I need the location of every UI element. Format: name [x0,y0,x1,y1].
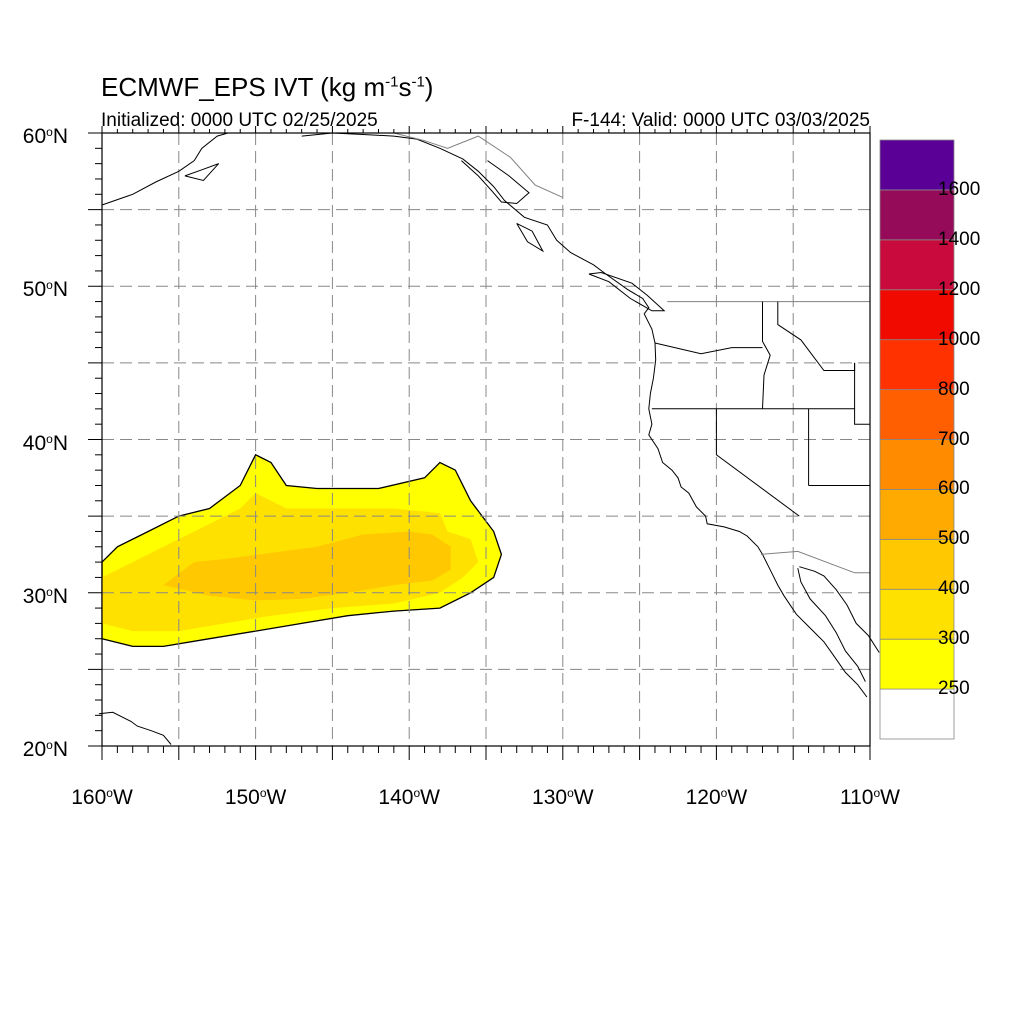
axis-ticks [88,126,871,760]
longitude-label: 150oW [224,786,287,809]
colorbar-box-800 [879,339,955,390]
colorbar-box-below-250 [879,688,955,740]
latitude-label: 50oN [22,278,68,302]
colorbar-box-500 [879,489,955,540]
colorbar-label: 800 [938,378,970,400]
colorbar-box-1200 [879,239,955,291]
idaho-west-border [762,301,771,409]
colorbar [879,139,955,740]
vancouver-island [588,271,666,312]
gulf-of-california-coast [799,566,880,653]
latitude-label: 40oN [22,431,68,455]
colorbar-label: 1200 [938,278,981,300]
hawaii-islands [98,711,172,745]
alaska-canada-border [393,132,564,198]
colorbar-label: 1400 [938,228,981,250]
haida-gwaii [516,222,545,253]
colorbar-label: 500 [938,528,970,550]
longitude-label: 130oW [532,786,594,809]
map-title: ECMWF_EPS IVT (kg m-1s-1) [101,72,434,102]
kodiak-island [184,163,220,182]
ivt-region-400 [163,531,451,601]
montana-idaho-border [777,301,856,371]
colorbar-box-250 [879,638,955,690]
latitude-label: 30oN [22,584,68,608]
washington-oregon-border [654,342,763,355]
longitude-label: 110oW [840,786,900,809]
southeast-alaska-islands [461,160,530,205]
colorbar-box-700 [879,389,955,440]
colorbar-label: 1600 [938,178,981,200]
north-america-west-coast [301,132,868,698]
colorbar-box-400 [879,538,955,590]
longitude-label: 140oW [378,786,440,809]
political-borders [393,132,870,574]
latitude-label: 60oN [22,125,68,148]
colorbar-box-600 [879,439,955,490]
colorbar-label: 700 [938,428,970,450]
colorbar-label: 300 [938,628,970,650]
us-mexico-border [760,550,870,574]
colorbar-box-1600 [879,139,955,191]
latitude-label: 20oN [22,738,68,761]
ivt-shading [101,453,503,648]
longitude-label: 160oW [71,786,133,809]
initialized-time: Initialized: 0000 UTC 02/25/2025 [101,110,378,131]
valid-time: F-144: Valid: 0000 UTC 03/03/2025 [571,110,870,131]
longitude-label: 120oW [685,786,748,809]
map-gridlines [102,133,870,746]
colorbar-box-1000 [879,289,955,341]
map-frame [101,132,871,747]
colorbar-label: 400 [938,578,970,600]
california-nevada-border [715,408,800,517]
colorbar-label: 250 [938,678,970,700]
alaska-peninsula [101,132,229,206]
colorbar-label: 1000 [938,328,981,350]
coastlines [98,132,880,745]
baja-east-coast [797,568,866,682]
utah-wyoming-border [854,362,870,425]
colorbar-label: 600 [938,478,970,500]
